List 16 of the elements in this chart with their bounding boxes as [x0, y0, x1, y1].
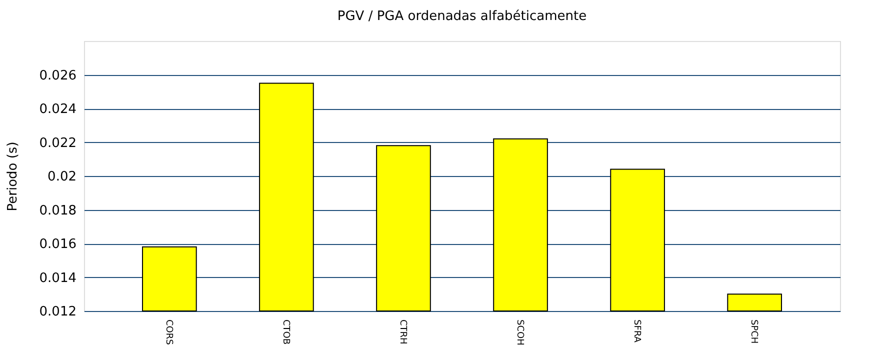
y-tick-label: 0.018 — [39, 203, 76, 218]
x-tick-label: CTOB — [280, 320, 290, 345]
x-tick-label: CORS — [163, 320, 174, 346]
y-tick-label: 0.02 — [48, 170, 76, 184]
y-tick-label: 0.012 — [39, 304, 76, 320]
y-tick-label: 0.024 — [39, 102, 76, 117]
x-tick-label: SPCH — [748, 320, 759, 344]
y-tick-label: 0.016 — [39, 237, 76, 252]
x-tick-label: SCOH — [514, 320, 525, 346]
y-axis-title: Periodo (s) — [5, 142, 20, 212]
x-tick-label: SFRA — [632, 320, 642, 344]
x-tick-label: CTRH — [397, 320, 408, 344]
y-tick-label: 0.022 — [39, 136, 76, 151]
chart-title: PGV / PGA ordenadas alfabéticamente — [337, 9, 587, 24]
y-tick-label: 0.014 — [39, 270, 76, 286]
y-tick-label: 0.026 — [39, 68, 76, 84]
